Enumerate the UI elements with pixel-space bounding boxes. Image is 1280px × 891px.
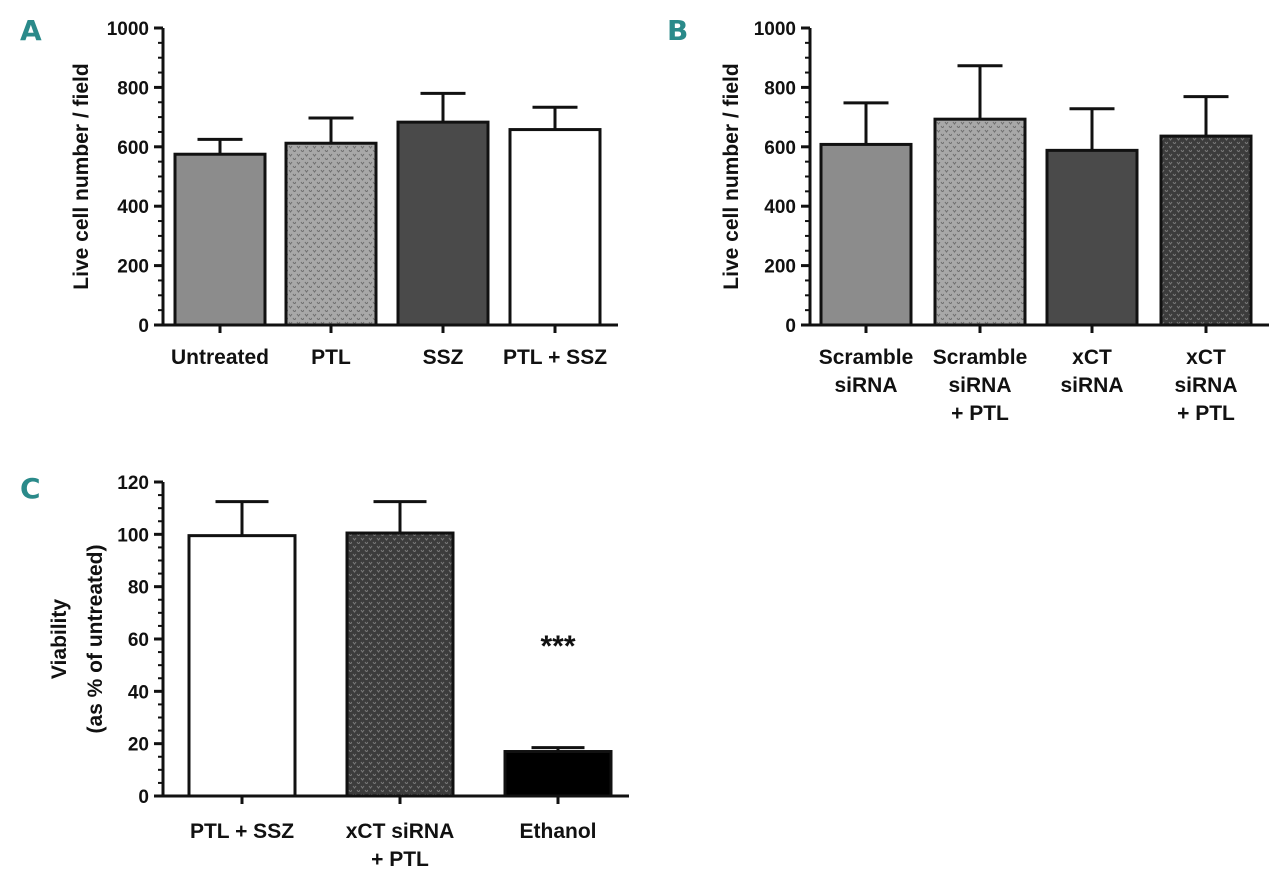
x-tick-label: Scramble <box>819 346 914 369</box>
panel-c-chart: C 0 20 40 60 80 100 120 Viability (as % of untrea… <box>20 472 629 871</box>
panel-letter: B <box>667 14 688 47</box>
panel-letter: A <box>20 14 42 47</box>
y-tick-label: 0 <box>785 316 796 337</box>
significance-annotation: *** <box>540 630 575 663</box>
y-axis-title: Viability <box>48 599 71 679</box>
panel-b-chart: B 0 200 400 600 800 1000 Live cell number / fie… <box>667 14 1269 425</box>
y-axis-title: Live cell number / field <box>70 63 93 289</box>
x-tick-label: PTL + SSZ <box>503 346 607 369</box>
x-tick-label: + PTL <box>1177 402 1235 425</box>
x-tick-label: Ethanol <box>520 820 597 843</box>
bar <box>187 534 297 798</box>
bar <box>1045 148 1139 327</box>
y-tick-label: 800 <box>117 78 149 99</box>
x-tick-label: PTL + SSZ <box>190 820 294 843</box>
panel-a-chart: A 0 200 400 600 800 1000 Live cell number / fie… <box>20 14 618 369</box>
bar <box>345 531 455 798</box>
x-tick-label: + PTL <box>951 402 1009 425</box>
y-tick-label: 800 <box>764 78 796 99</box>
y-tick-label: 600 <box>117 138 149 159</box>
x-tick-label: siRNA <box>1174 374 1237 397</box>
x-tick-label: xCT <box>1186 346 1226 369</box>
y-tick-label: 100 <box>117 525 149 546</box>
y-tick-label: 1000 <box>107 19 149 40</box>
x-tick-label: xCT <box>1072 346 1112 369</box>
y-tick-label: 200 <box>764 257 796 278</box>
x-tick-label: PTL <box>311 346 351 369</box>
y-tick-label: 400 <box>117 197 149 218</box>
panel-letter: C <box>20 472 41 505</box>
y-tick-label: 20 <box>128 735 149 756</box>
y-tick-label: 60 <box>128 630 149 651</box>
bar <box>396 120 490 327</box>
y-axis-title-line2: (as % of untreated) <box>84 544 107 733</box>
x-tick-label: siRNA <box>834 374 897 397</box>
bar <box>819 142 913 327</box>
bar <box>1159 134 1253 327</box>
y-tick-label: 0 <box>138 316 149 337</box>
y-axis-title: Live cell number / field <box>720 63 743 289</box>
bar <box>173 152 267 327</box>
y-tick-label: 40 <box>128 682 149 703</box>
y-tick-label: 200 <box>117 257 149 278</box>
y-tick-label: 80 <box>128 578 149 599</box>
y-tick-label: 0 <box>138 787 149 808</box>
x-tick-label: siRNA <box>948 374 1011 397</box>
bar <box>508 128 602 327</box>
x-tick-label: + PTL <box>371 848 429 871</box>
x-tick-label: xCT siRNA <box>346 820 455 843</box>
x-tick-label: siRNA <box>1060 374 1123 397</box>
y-tick-label: 400 <box>764 197 796 218</box>
y-tick-label: 600 <box>764 138 796 159</box>
bar <box>933 117 1027 327</box>
x-tick-label: Scramble <box>933 346 1028 369</box>
y-tick-label: 1000 <box>754 19 796 40</box>
x-tick-label: Untreated <box>171 346 269 369</box>
bar <box>284 141 378 327</box>
y-tick-label: 120 <box>117 473 149 494</box>
x-tick-label: SSZ <box>423 346 464 369</box>
bar <box>503 750 613 798</box>
